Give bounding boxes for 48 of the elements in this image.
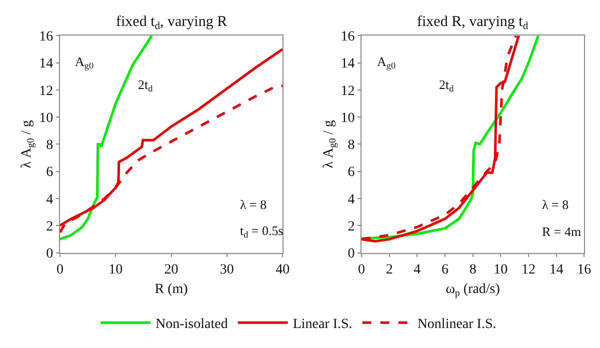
x-tick-label: 12 — [522, 262, 536, 278]
y-tick-label: 6 — [348, 165, 355, 180]
y-tick-label: 0 — [348, 246, 355, 262]
y-tick-label: 8 — [46, 138, 54, 154]
x-tick-label: 40 — [276, 262, 290, 278]
y-tick-label: 16 — [39, 30, 54, 45]
y-tick-label: 14 — [340, 56, 355, 72]
x-tick-label: 14 — [549, 262, 564, 278]
annotation: λ = 8 — [240, 197, 267, 212]
x-tick-label: 20 — [164, 262, 178, 278]
y-tick-label: 12 — [39, 84, 54, 99]
y-tick-label: 16 — [340, 30, 355, 45]
x-axis-title: ω$_{p}$ (rad/s) — [446, 282, 500, 299]
y-tick-label: 10 — [340, 110, 355, 126]
annotation: 2t$_{d}$ — [439, 77, 454, 94]
x-tick-label: 0 — [56, 262, 64, 278]
x-tick-label: 10 — [494, 262, 508, 278]
y-tick-label: 8 — [348, 138, 355, 154]
line-series — [60, 36, 154, 240]
y-tick-label: 2 — [348, 220, 355, 235]
chart-title: fixed t$_{d}$, varying R — [116, 14, 228, 32]
y-tick-label: 10 — [39, 110, 54, 126]
legend-label: Nonlinear I.S. — [417, 317, 496, 332]
x-tick-label: 16 — [577, 262, 592, 278]
y-tick-label: 2 — [46, 220, 54, 235]
x-tick-label: 10 — [108, 262, 123, 278]
y-tick-label: 0 — [46, 246, 54, 262]
annotation: t$_{d}$ = 0.5s — [240, 223, 284, 240]
x-tick-label: 30 — [220, 262, 234, 278]
chart-title: fixed R, varying t$_{d}$ — [417, 14, 529, 32]
y-tick-label: 4 — [46, 192, 54, 208]
annotation: λ = 8 — [542, 197, 569, 212]
annotation: A$_{g0}$ — [377, 54, 396, 71]
x-axis-title: R (m) — [154, 282, 188, 297]
x-tick-label: 0 — [358, 262, 366, 278]
y-tick-label: 14 — [39, 56, 54, 72]
y-tick-label: 4 — [348, 192, 355, 208]
x-tick-label: 2 — [386, 262, 393, 278]
x-tick-label: 4 — [414, 262, 421, 278]
annotation: 2t$_{d}$ — [138, 77, 154, 94]
y-tick-label: 12 — [340, 84, 355, 99]
annotation: R = 4m — [542, 224, 582, 239]
y-tick-label: 6 — [46, 165, 54, 180]
annotation: A$_{g0}$ — [75, 54, 94, 71]
legend-label: Linear I.S. — [292, 317, 352, 332]
x-tick-label: 6 — [442, 262, 449, 278]
x-tick-label: 8 — [469, 262, 476, 278]
legend-label: Non-isolated — [156, 317, 228, 332]
